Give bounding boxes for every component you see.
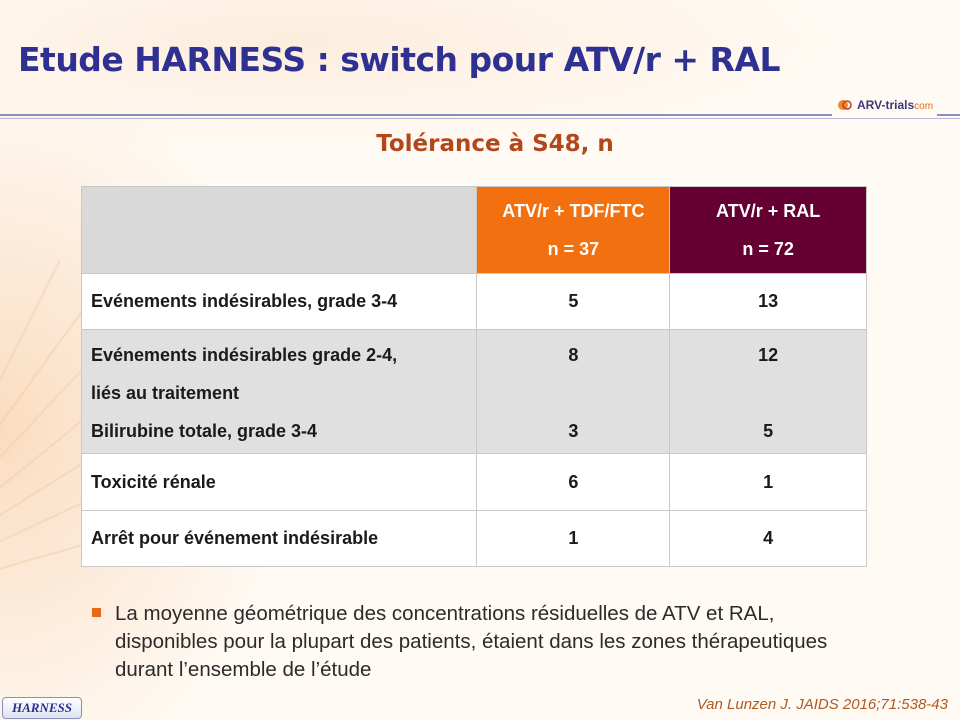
- table-row: Arrêt pour événement indésirable 1 4: [80, 510, 867, 567]
- header-atv-tdf-ftc-name: ATV/r + TDF/FTC: [502, 201, 645, 221]
- header-rule: [0, 114, 960, 116]
- value-line: 12: [758, 345, 779, 365]
- value-atv-ral: 12 5: [669, 329, 867, 454]
- row-label-line: Evénements indésirables grade 2-4,: [91, 345, 398, 365]
- row-label: Toxicité rénale: [80, 453, 478, 511]
- reference-citation: Van Lunzen J. JAIDS 2016;71:538-43: [696, 696, 948, 713]
- tolerance-table: ATV/r + TDF/FTC n = 37 ATV/r + RAL n = 7…: [80, 186, 867, 567]
- bullet-item: La moyenne géométrique des concentration…: [92, 600, 872, 684]
- table-row: Toxicité rénale 6 1: [80, 453, 867, 511]
- header-atv-ral-n: n = 72: [742, 239, 794, 259]
- header-atv-tdf-ftc-n: n = 37: [547, 239, 600, 259]
- table-header-row: ATV/r + TDF/FTC n = 37 ATV/r + RAL n = 7…: [80, 186, 867, 274]
- value-atv-tdf-ftc: 8 3: [476, 329, 671, 454]
- logo-suffix: com: [914, 101, 934, 112]
- value-line: [477, 374, 669, 412]
- study-tag: HARNESS: [2, 697, 82, 719]
- header-rule-thin: [0, 118, 960, 119]
- row-label-line: liés au traitement: [91, 383, 240, 403]
- row-label: Evénements indésirables grade 2-4, liés …: [80, 329, 478, 454]
- row-label: Arrêt pour événement indésirable: [80, 510, 478, 567]
- logo-main: ARV-trials: [857, 98, 915, 112]
- value-atv-tdf-ftc: 1: [476, 510, 671, 567]
- value-line: 3: [568, 421, 579, 441]
- row-label: Evénements indésirables, grade 3-4: [80, 273, 478, 330]
- square-bullet-icon: [92, 608, 101, 617]
- value-atv-ral: 1: [669, 453, 867, 511]
- bullet-text: La moyenne géométrique des concentration…: [115, 602, 828, 681]
- arv-trials-logo: ARV-trialscom: [832, 94, 938, 116]
- header-atv-ral: ATV/r + RAL n = 72: [669, 186, 867, 274]
- table-row: Evénements indésirables grade 2-4, liés …: [80, 329, 867, 454]
- value-line: 8: [568, 345, 579, 365]
- value-atv-tdf-ftc: 5: [476, 273, 671, 330]
- logo-swoosh-icon: [836, 98, 854, 112]
- value-atv-ral: 13: [669, 273, 867, 330]
- header-empty-cell: [80, 186, 478, 274]
- header-atv-ral-name: ATV/r + RAL: [716, 201, 821, 221]
- page-title: Etude HARNESS : switch pour ATV/r + RAL: [18, 40, 781, 79]
- value-line: [670, 374, 866, 412]
- value-line: 5: [763, 421, 774, 441]
- header-atv-tdf-ftc: ATV/r + TDF/FTC n = 37: [476, 186, 671, 274]
- section-subtitle: Tolérance à S48, n: [376, 131, 614, 157]
- value-atv-ral: 4: [669, 510, 867, 567]
- value-atv-tdf-ftc: 6: [476, 453, 671, 511]
- table-row: Evénements indésirables, grade 3-4 5 13: [80, 273, 867, 330]
- row-label-line: Bilirubine totale, grade 3-4: [91, 421, 318, 441]
- logo-text: ARV-trialscom: [857, 98, 933, 112]
